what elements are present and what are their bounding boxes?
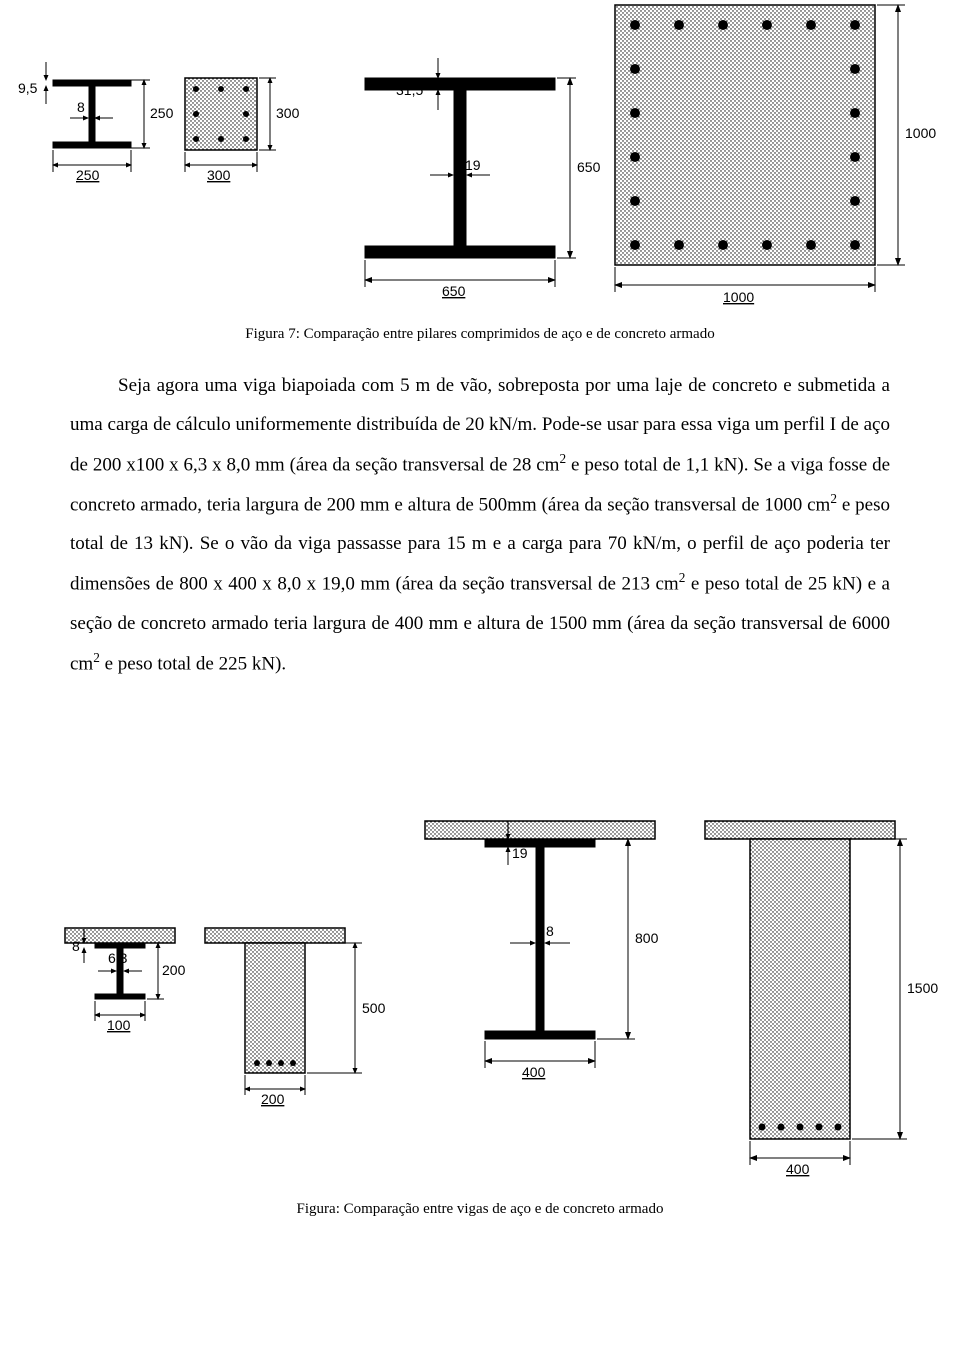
web-label-large: 19 (465, 157, 481, 173)
width-label-large-steel: 650 (442, 283, 466, 299)
body-paragraph: Seja agora uma viga biapoiada com 5 m de… (70, 367, 890, 684)
top-concrete-large: 1000 1000 (615, 5, 936, 305)
width-label-small-conc: 300 (207, 167, 231, 183)
bot-width-small-conc: 200 (261, 1091, 285, 1107)
bot-web-large: 8 (546, 923, 554, 939)
width-label-large-conc: 1000 (723, 289, 754, 305)
bot-steel-small: 8 6,3 200 100 (65, 928, 186, 1033)
bot-concrete-small: 500 200 (205, 928, 386, 1107)
bot-width-large-conc: 400 (786, 1161, 810, 1177)
bot-height-small-steel: 200 (162, 962, 186, 978)
flange-label-large: 31,5 (396, 82, 423, 98)
bot-flange-large: 19 (512, 845, 528, 861)
bot-flange-small: 8 (72, 938, 80, 954)
bot-height-small-conc: 500 (362, 1000, 386, 1016)
bot-height-large-conc: 1500 (907, 980, 938, 996)
web-label-small: 8 (77, 99, 85, 115)
figure-top: 9,5 8 250 250 300 300 (10, 0, 950, 308)
bot-height-large-steel: 800 (635, 930, 659, 946)
top-steel-large: 31,5 19 650 650 (365, 58, 601, 299)
figure-bottom: 8 6,3 200 100 500 200 (10, 773, 950, 1183)
top-concrete-small: 300 300 (185, 78, 300, 183)
height-label-large-conc: 1000 (905, 125, 936, 141)
width-label-small-steel: 250 (76, 167, 100, 183)
caption-bottom: Figura: Comparação entre vigas de aço e … (0, 1201, 960, 1218)
height-label-small-steel: 250 (150, 105, 174, 121)
height-label-small-conc: 300 (276, 105, 300, 121)
bot-width-small-steel: 100 (107, 1017, 131, 1033)
flange-label-small: 9,5 (18, 80, 38, 96)
bot-web-small: 6,3 (108, 950, 128, 966)
body-seg-e: e peso total de 225 kN). (100, 653, 286, 674)
bot-steel-large: 19 8 800 400 (425, 821, 659, 1080)
bot-width-large-steel: 400 (522, 1064, 546, 1080)
height-label-large-steel: 650 (577, 159, 601, 175)
bot-concrete-large: 1500 400 (705, 821, 938, 1177)
caption-top: Figura 7: Comparação entre pilares compr… (70, 326, 890, 343)
top-steel-small: 9,5 8 250 250 (18, 62, 174, 183)
